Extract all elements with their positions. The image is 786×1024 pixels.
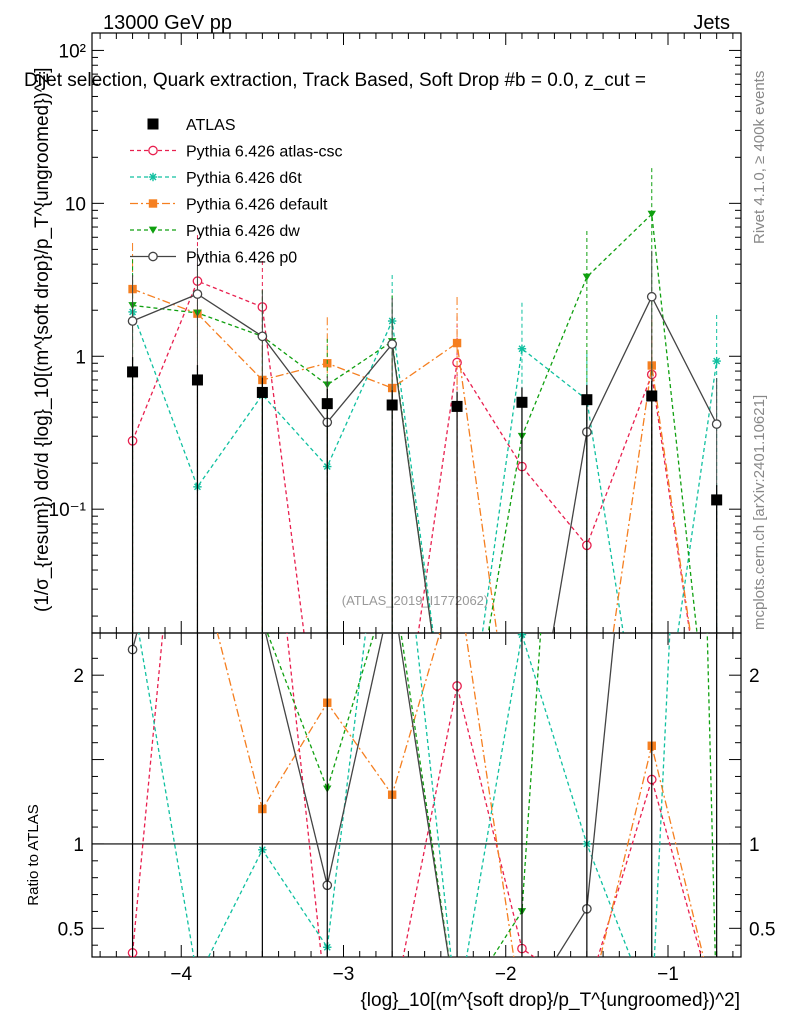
x-axis-label: {log}_10[(m^{soft drop}/p_T^{ungroomed})… (360, 990, 740, 1011)
data-point (321, 398, 333, 410)
series-pythia-6-426-atlas-csc (127, 235, 691, 633)
legend-label: Pythia 6.426 dw (186, 223, 300, 240)
series-line (131, 311, 718, 633)
mcplots-label: mcplots.cern.ch [arXiv:2401.10621] (751, 395, 768, 630)
ratio-y-axis-label: Ratio to ATLAS (25, 804, 42, 905)
ratio-y-tick-label: 0.5 (58, 919, 84, 940)
ratio-line (131, 633, 616, 957)
ratio-y-tick-label: 2 (73, 666, 84, 687)
legend-marker (148, 172, 158, 182)
ratio-series-atlas (131, 633, 718, 957)
ratio-y-tick-label-right: 0.5 (749, 919, 775, 940)
analysis-watermark: (ATLAS_2019_I1772062) (342, 593, 488, 608)
series-line (132, 288, 692, 633)
legend-label: Pythia 6.426 default (186, 197, 328, 214)
series-line (132, 293, 718, 633)
data-point (452, 338, 462, 348)
ratio-point (323, 1008, 331, 1016)
ratio-y-tick-label-right: 2 (749, 666, 760, 687)
legend: ATLAS Pythia 6.426 atlas-csc Pythia 6.426 … (130, 117, 343, 267)
data-point (386, 399, 398, 411)
data-point (581, 394, 593, 406)
series-pythia-6-426-default (128, 243, 692, 633)
ratio-y-tick-label-right: 1 (749, 835, 760, 856)
data-point (192, 289, 203, 299)
data-point (711, 419, 722, 429)
main-y-tick-label: 10⁻¹ (49, 500, 87, 521)
ratio-point (193, 975, 201, 983)
series-line (131, 280, 691, 633)
series-pythia-6-426-d6t (128, 265, 721, 633)
data-point (712, 356, 721, 366)
legend-marker (148, 145, 158, 156)
rivet-version-label: Rivet 4.1.0, ≥ 400k events (751, 71, 768, 244)
data-point (646, 390, 658, 402)
legend-marker (148, 251, 158, 262)
data-point (191, 374, 203, 386)
data-point (127, 366, 139, 378)
x-tick-label: −2 (495, 964, 517, 985)
ratio-frame (91, 632, 742, 958)
beam-energy-label: 13000 GeV pp (103, 12, 232, 34)
data-point (517, 344, 527, 353)
ratio-line (138, 633, 671, 957)
series-line (132, 212, 698, 633)
main-y-tick-label: 10 (65, 194, 86, 215)
ratio-line (216, 633, 705, 957)
data-point (647, 210, 656, 218)
legend-marker (148, 226, 158, 234)
data-point (387, 339, 398, 350)
legend-label: ATLAS (186, 117, 236, 134)
legend-marker (147, 118, 159, 130)
data-point (646, 291, 657, 302)
data-point (582, 273, 592, 281)
main-y-tick-label: 10² (59, 41, 86, 62)
ratio-y-tick-label: 1 (73, 835, 84, 856)
data-point (516, 396, 528, 408)
x-tick-label: −3 (333, 964, 355, 985)
legend-label: Pythia 6.426 p0 (186, 250, 297, 267)
ratio-panel: −4 −3 −2 −1 0.5 0.5 1 1 2 2 (58, 632, 775, 1016)
x-tick-label: −4 (170, 964, 192, 985)
series-atlas (127, 357, 723, 633)
main-y-tick-label: 1 (75, 347, 86, 368)
process-label: Jets (693, 12, 730, 34)
data-point (127, 316, 138, 326)
data-point (257, 331, 268, 342)
data-point (451, 400, 463, 412)
main-panel: 10⁻¹ 1 10 10² (49, 32, 742, 957)
legend-marker (148, 199, 158, 208)
data-point (711, 494, 723, 506)
plot-title: Dijet selection, Quark extraction, Track… (24, 70, 646, 91)
legend-label: Pythia 6.426 atlas-csc (186, 144, 343, 161)
legend-label: Pythia 6.426 d6t (186, 170, 302, 187)
x-tick-label: −1 (657, 964, 679, 985)
main-y-axis-label: (1/σ_{resum}) dσ/d {log}_10[(m^{soft dro… (32, 67, 53, 612)
data-point (256, 386, 268, 398)
